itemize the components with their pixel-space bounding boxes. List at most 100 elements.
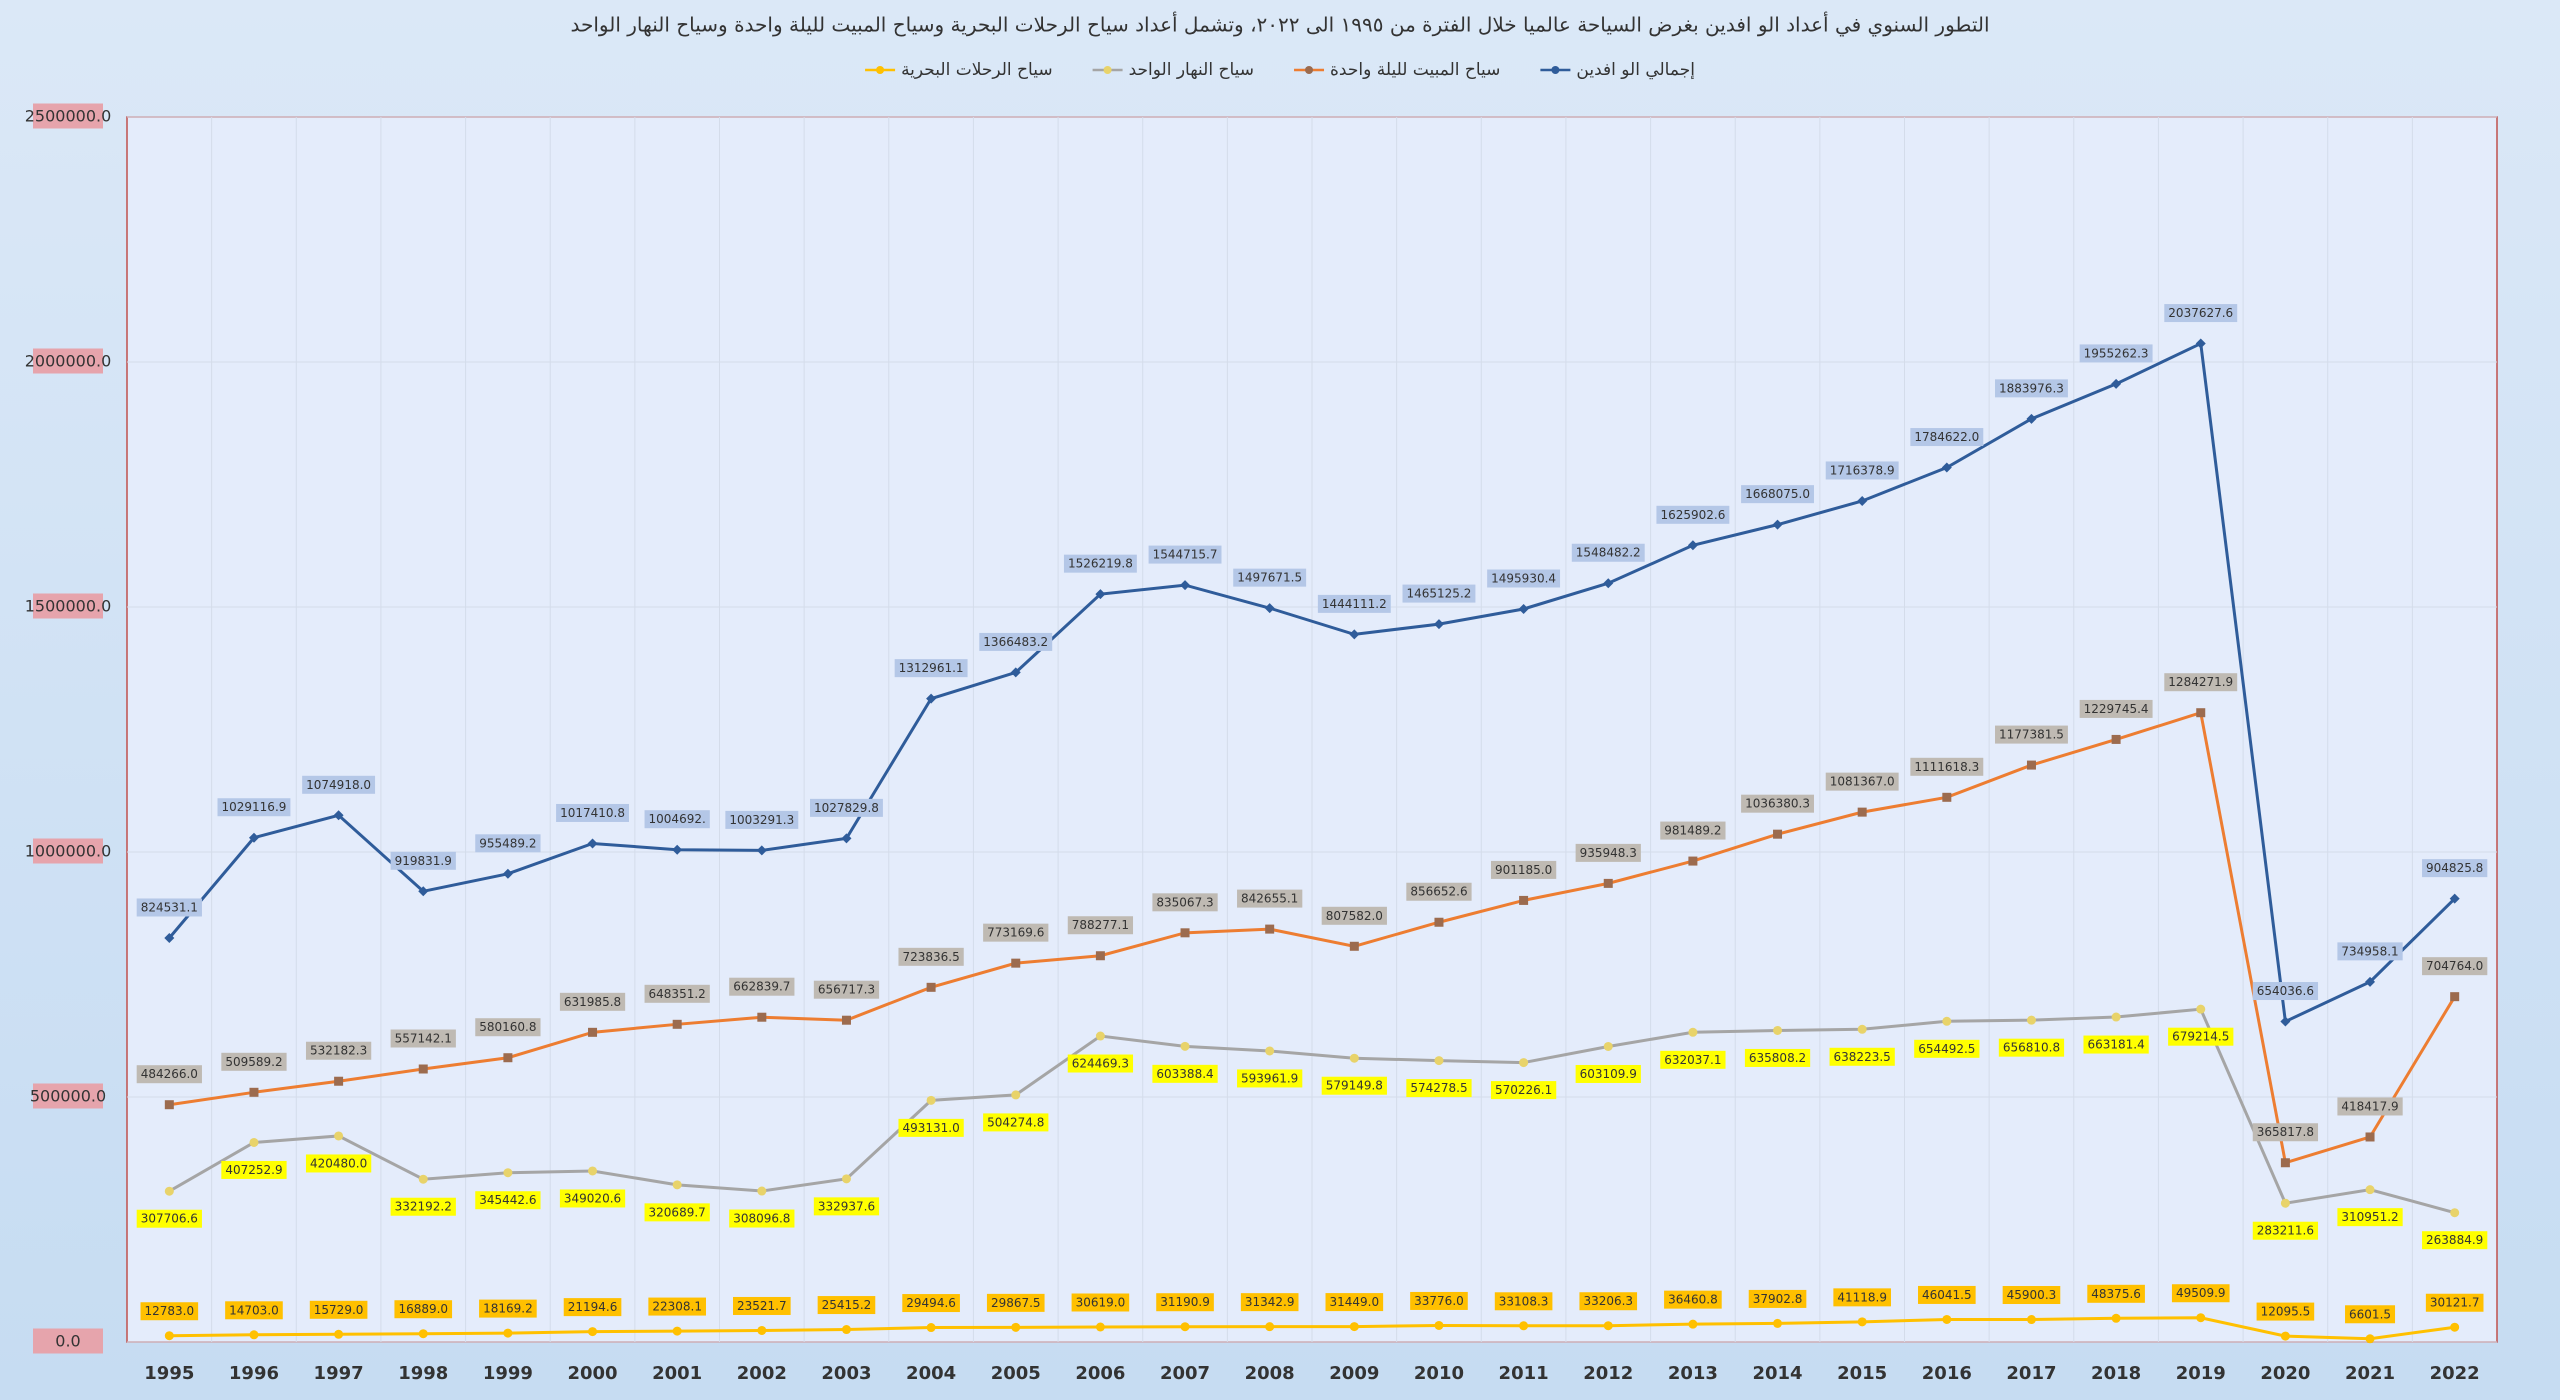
data-label: 1625902.6 [1660,508,1725,522]
marker [2111,734,2121,744]
x-tick-label: 2009 [1329,1363,1379,1384]
marker [588,1166,598,1176]
data-label-box [136,1209,202,1228]
marker [672,1326,682,1336]
marker [2280,1198,2290,1208]
marker [1773,829,1783,839]
data-label: 1444111.2 [1322,597,1387,611]
marker [588,1327,598,1337]
data-label-box [1825,461,1899,480]
marker [1603,1041,1613,1051]
x-tick-label: 2012 [1583,1363,1633,1384]
data-label: 1465125.2 [1407,587,1472,601]
data-label: 37902.8 [1753,1292,1803,1306]
data-label-box [1833,1288,1891,1307]
marker [164,1186,174,1196]
data-label: 2037627.6 [2168,306,2233,320]
data-label: 33776.0 [1414,1294,1464,1308]
data-label: 570226.1 [1495,1083,1552,1097]
marker [503,1168,513,1178]
data-label: 734958.1 [2341,944,2398,958]
data-label-box [644,810,710,829]
marker [1265,1322,1275,1332]
y-tick-box [33,1328,103,1354]
data-label-box [1148,545,1222,564]
data-label: 656717.3 [818,983,875,997]
marker [2026,1015,2036,1025]
marker [1857,1317,1867,1327]
data-label-box [1998,1038,2065,1057]
data-label: 1003291.3 [729,813,794,827]
marker [757,1012,767,1022]
data-label: 981489.2 [1664,824,1721,838]
data-label: 420480.0 [310,1156,367,1170]
x-tick-label: 2014 [1752,1363,1802,1384]
data-label-box [2168,1027,2234,1046]
data-label-box [1825,772,1899,791]
data-label: 1366483.2 [983,635,1048,649]
data-label-box [1321,1076,1387,1095]
x-tick-label: 1999 [483,1363,533,1384]
data-label: 484266.0 [141,1067,198,1081]
marker [503,1328,513,1338]
data-label: 1548482.2 [1576,546,1641,560]
marker [757,1325,767,1335]
marker [588,1027,598,1037]
legend-item: سياح المبيت لليلة واحدة [1294,60,1500,80]
data-label: 320689.7 [649,1205,706,1219]
x-tick-label: 2018 [2091,1363,2141,1384]
x-tick-label: 2003 [821,1363,871,1384]
x-tick-label: 2001 [652,1363,702,1384]
data-label: 835067.3 [1156,895,1213,909]
data-label: 824531.1 [141,900,198,914]
marker [1687,540,1698,551]
marker [672,844,683,855]
data-label-box [1575,1064,1641,1083]
data-label-box [1067,916,1134,935]
data-label: 1883976.3 [1999,381,2064,395]
data-label: 283211.6 [2257,1224,2314,1238]
data-label-box [733,1296,791,1315]
marker [333,810,344,821]
marker [1603,1321,1613,1331]
data-label: 579149.8 [1326,1079,1383,1093]
marker [2196,708,2206,718]
data-label-box [475,1191,541,1210]
data-label-box [1579,1292,1638,1311]
x-tick-label: 2007 [1160,1363,1210,1384]
y-tick-box [33,348,103,374]
x-tick-label: 2015 [1837,1363,1887,1384]
marker [1180,580,1191,591]
y-tick-label: 1000000.0 [25,842,112,861]
data-label-box [2252,1221,2319,1240]
data-label: 49509.9 [2176,1286,2226,1300]
data-label: 773169.6 [987,926,1044,940]
y-tick-box [33,838,103,864]
data-label-box [394,1300,453,1319]
marker [1095,589,1106,600]
data-label: 1017410.8 [560,806,625,820]
marker [2449,893,2460,904]
data-label-box [1321,906,1387,925]
marker [672,1019,682,1029]
marker [1095,951,1105,961]
data-label-box [563,1298,622,1317]
data-label-box [1071,1293,1130,1312]
marker [1010,667,1021,678]
marker [418,1064,428,1074]
marker [1942,792,1952,802]
legend-item: سياح الرحلات البحرية [865,60,1053,80]
marker [1349,941,1359,951]
data-label-box [2337,1097,2403,1116]
data-label: 308096.8 [733,1212,790,1226]
data-label: 663181.4 [2087,1038,2144,1052]
marker [841,1325,851,1335]
data-label-box [1152,1064,1218,1083]
series-line [169,710,2456,1165]
data-label-box [305,1154,372,1173]
data-label: 723836.5 [902,950,959,964]
data-label-box [810,798,883,817]
data-label-box [2079,699,2153,718]
x-tick-label: 2008 [1245,1363,1295,1384]
marker [2196,1313,2206,1323]
